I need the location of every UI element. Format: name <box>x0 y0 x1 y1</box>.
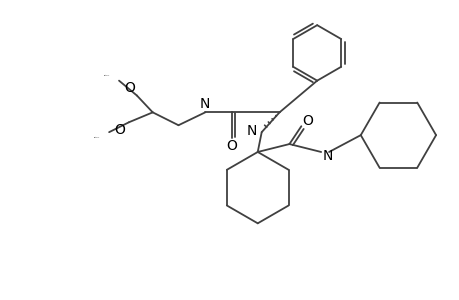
Text: O: O <box>301 114 312 128</box>
Text: methoxy: methoxy <box>94 136 100 138</box>
Text: O: O <box>226 139 237 153</box>
Text: N: N <box>200 98 210 111</box>
Text: N: N <box>322 149 333 163</box>
Text: O: O <box>114 123 125 137</box>
Text: methoxy: methoxy <box>104 75 110 76</box>
Text: O: O <box>124 81 135 94</box>
Text: N: N <box>246 124 257 138</box>
